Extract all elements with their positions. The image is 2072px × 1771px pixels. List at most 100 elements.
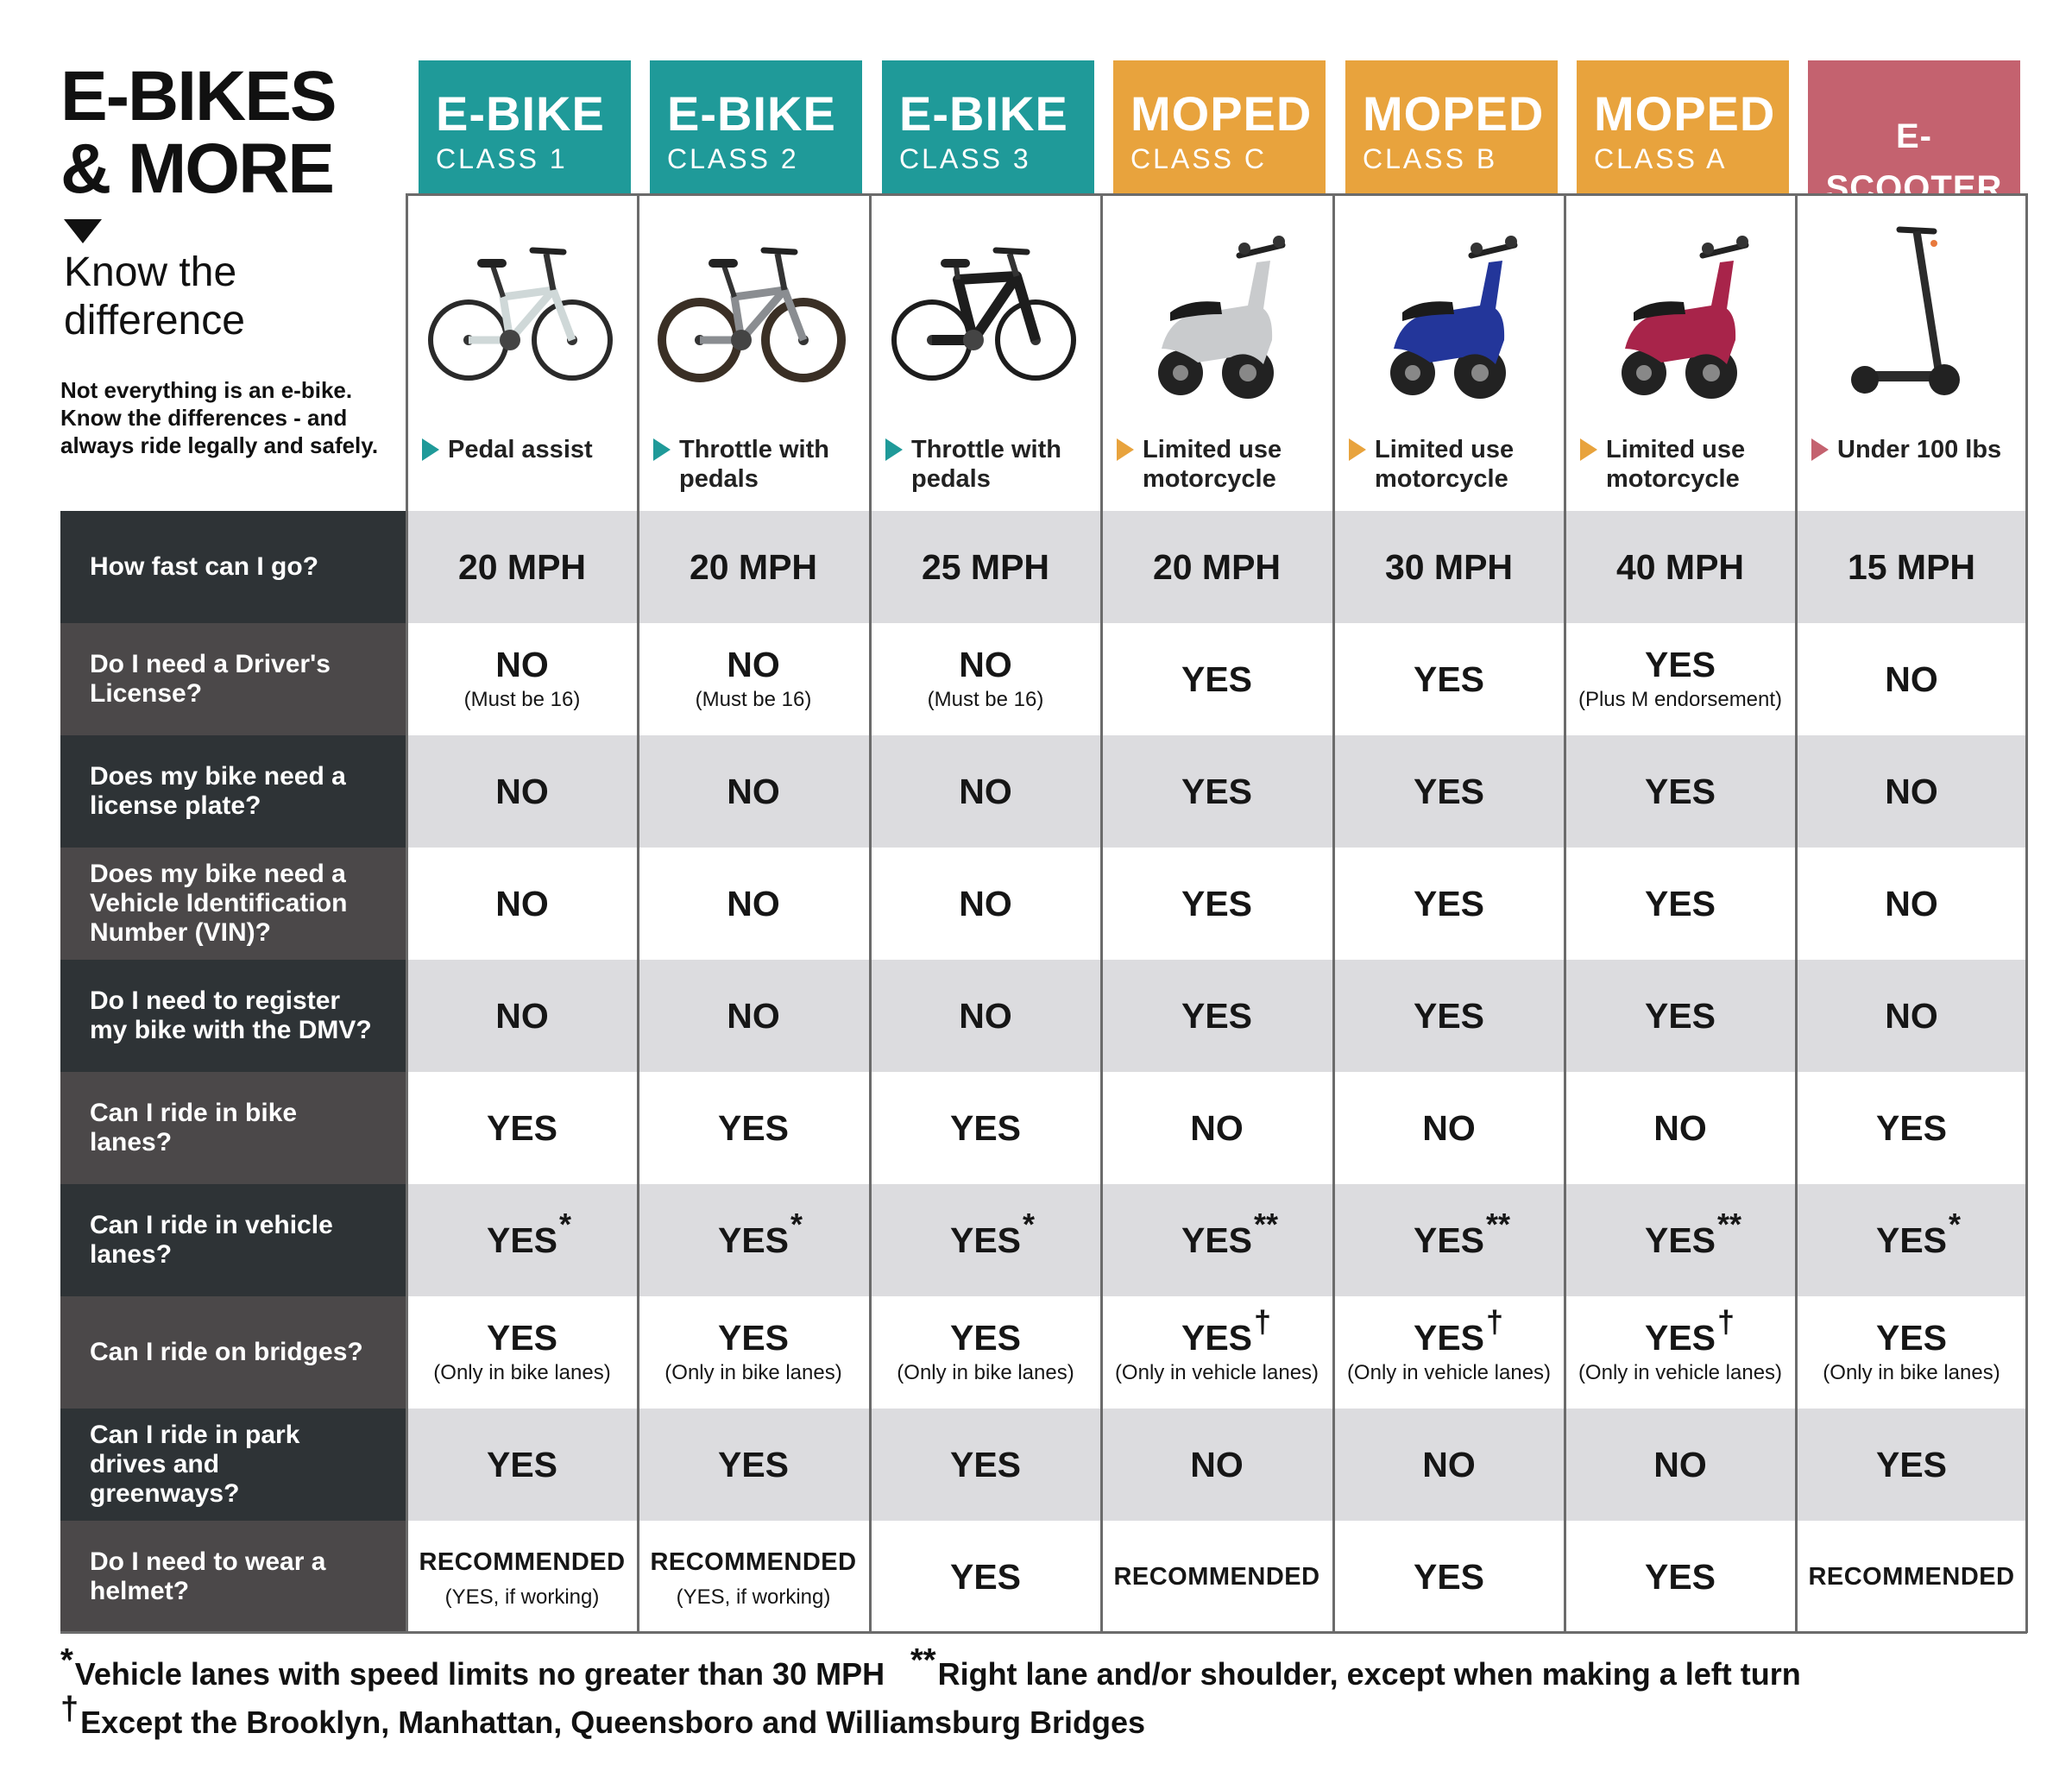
answer-cell: NO [406, 848, 638, 960]
vehicle-description: Throttle with pedals [885, 435, 1096, 494]
answer-value: YES [1645, 646, 1716, 684]
footnote-mark: ** [1486, 1207, 1511, 1242]
answer-value: YES [950, 1109, 1021, 1147]
answer-cell: NO [1796, 848, 2027, 960]
vehicle-description-text: Limited use motorcycle [1606, 436, 1746, 493]
answer-text: NO [959, 996, 1012, 1036]
vehicle-header-1: E-BIKE CLASS 1 [419, 60, 631, 193]
answer-text: YES [1181, 659, 1253, 699]
answer-note: (Only in vehicle lanes) [1578, 1361, 1783, 1384]
row-shade [406, 1184, 2027, 1296]
right-arrow-icon [1349, 438, 1366, 461]
answer-text: YES [1413, 772, 1485, 811]
answer-text: YES [1413, 884, 1485, 923]
answer-value: YES [1414, 997, 1484, 1035]
answer-text: 15 MPH [1847, 547, 1976, 587]
vehicle-photo-cell-5: Limited use motorcycle [1333, 193, 1565, 511]
answer-value: 25 MPH [922, 548, 1049, 586]
answer-text: NO [1885, 884, 1938, 923]
vehicle-photo-cell-3: Throttle with pedals [870, 193, 1101, 511]
answer-value: YES [1181, 997, 1252, 1035]
answer-value: NO [959, 885, 1012, 923]
answer-text: YES [1875, 1318, 1948, 1358]
vehicle-class: CLASS 3 [899, 143, 1031, 174]
grid-line [637, 193, 639, 1633]
answer-text: YES [486, 1108, 558, 1148]
question-label: Can I ride in vehicle lanes? [60, 1184, 406, 1296]
title-line-1: E-BIKES [60, 57, 337, 136]
answer-cell: NO [1101, 1072, 1332, 1184]
right-arrow-icon [422, 438, 439, 461]
answer-note: (Only in bike lanes) [664, 1361, 842, 1384]
answer-value: NO [1885, 997, 1938, 1035]
answer-text: NO [495, 772, 549, 811]
answer-text: YES [1644, 1557, 1716, 1597]
answer-text: YES [1181, 996, 1253, 1036]
answer-value: 15 MPH [1848, 548, 1975, 586]
title-line-2: & MORE [60, 129, 335, 208]
answer-cell: YES [638, 1409, 869, 1521]
answer-text: NO [959, 884, 1012, 923]
answer-text: YES [1644, 1220, 1716, 1260]
vehicle-header-3: E-BIKE CLASS 3 [882, 60, 1094, 193]
answer-text: YES [486, 1220, 558, 1260]
answer-cell: RECOMMENDED (YES, if working) [638, 1521, 869, 1633]
question-label: Does my bike need a license plate? [60, 735, 406, 848]
vehicle-photo-cell-4: Limited use motorcycle [1101, 193, 1332, 511]
vehicle-description-text: Limited use motorcycle [1143, 436, 1282, 493]
answer-value: YES [718, 1446, 789, 1484]
question-label: Can I ride in bike lanes? [60, 1072, 406, 1184]
answer-value: NO [1422, 1446, 1476, 1484]
answer-value: YES [1645, 772, 1716, 810]
answer-text: RECOMMENDED [1113, 1563, 1320, 1591]
answer-text: YES [1644, 996, 1716, 1036]
answer-text: NO [1653, 1108, 1707, 1148]
footnote-symbol: † [60, 1691, 79, 1727]
answer-note: (Must be 16) [463, 688, 581, 711]
answer-note: (Only in bike lanes) [1823, 1361, 2000, 1384]
answer-text: NO [959, 645, 1012, 684]
answer-cell: NO [638, 960, 869, 1072]
answer-note: (Must be 16) [695, 688, 812, 711]
answer-value: NO [495, 772, 549, 810]
answer-value: YES [487, 1319, 557, 1357]
vehicle-header-4: MOPED CLASS C [1113, 60, 1326, 193]
answer-cell: YES [1333, 735, 1565, 848]
answer-cell: 20 MPH [638, 511, 869, 623]
answer-text: NO [495, 884, 549, 923]
answer-cell: RECOMMENDED (YES, if working) [406, 1521, 638, 1633]
answer-value: NO [1653, 1109, 1707, 1147]
answer-text: YES [486, 1318, 558, 1358]
answer-value: 20 MPH [690, 548, 817, 586]
answer-note: (YES, if working) [444, 1585, 600, 1609]
question-label: Can I ride on bridges? [60, 1296, 406, 1409]
answer-cell: NO [1565, 1409, 1796, 1521]
answer-cell: YES (Only in bike lanes) [638, 1296, 869, 1409]
answer-cell: YES [1796, 1409, 2027, 1521]
question-row: Do I need to wear a helmet? RECOMMENDED (Y… [60, 1521, 2023, 1633]
answer-value: YES [1414, 660, 1484, 698]
intro-panel: E-BIKES & MORE Know the difference Not e… [60, 60, 406, 459]
answer-cell: YES ** [1333, 1184, 1565, 1296]
answer-value: YES [950, 1319, 1021, 1357]
answer-note: (Must be 16) [927, 688, 1044, 711]
answer-text: NO [1422, 1445, 1476, 1484]
answer-cell: 40 MPH [1565, 511, 1796, 623]
answer-value: 30 MPH [1385, 548, 1513, 586]
vehicle-class: CLASS 1 [436, 143, 568, 174]
answer-note: (YES, if working) [676, 1585, 831, 1609]
answer-note: (Only in bike lanes) [897, 1361, 1074, 1384]
answer-text: NO [959, 772, 1012, 811]
answer-text: 30 MPH [1384, 547, 1514, 587]
answer-text: NO [727, 772, 780, 811]
answer-cell: YES [406, 1072, 638, 1184]
answer-text: NO [1190, 1445, 1244, 1484]
answer-cell: 20 MPH [1101, 511, 1332, 623]
question-text: Does my bike need a license plate? [90, 762, 346, 820]
answer-value: YES [1645, 885, 1716, 923]
answer-text: YES [949, 1108, 1022, 1148]
answer-value: YES ** [1414, 1209, 1510, 1260]
question-text: Can I ride in vehicle lanes? [90, 1211, 333, 1269]
question-row: Do I need a Driver's License? NO (Must be … [60, 623, 2023, 735]
answer-value: YES † [1414, 1307, 1503, 1358]
